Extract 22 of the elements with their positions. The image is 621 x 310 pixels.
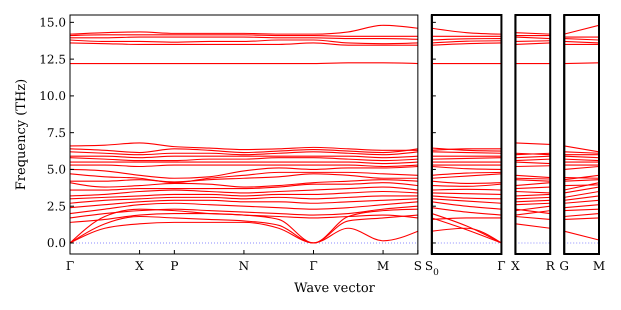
x-axis-title: Wave vector (294, 281, 376, 296)
x-tick-label: S (414, 259, 422, 273)
y-axis-title: Frequency (THz) (14, 78, 29, 190)
y-tick-label: 12.5 (39, 52, 66, 66)
y-tick-label: 2.5 (46, 199, 66, 214)
x-tick-label: M (376, 259, 390, 273)
x-tick-label: G (559, 259, 570, 273)
x-tick-label: N (238, 259, 250, 273)
y-tick-label: 0.0 (46, 236, 66, 250)
x-tick-label: X (511, 259, 520, 273)
y-tick-label: 10.0 (39, 89, 66, 104)
y-tick-label: 7.5 (46, 126, 66, 140)
x-tick-label: Γ (309, 259, 318, 273)
x-tick-label: P (170, 259, 178, 273)
x-tick-label: S$_{0}$ (424, 259, 440, 278)
y-tick-label: 5.0 (46, 162, 66, 177)
y-tick-label: 15.0 (39, 16, 66, 30)
x-tick-label: Γ (66, 259, 74, 273)
x-tick-label: R (546, 259, 556, 273)
x-tick-label: X (135, 259, 144, 273)
x-tick-label: Γ (497, 259, 506, 273)
x-tick-label: M (592, 259, 606, 273)
